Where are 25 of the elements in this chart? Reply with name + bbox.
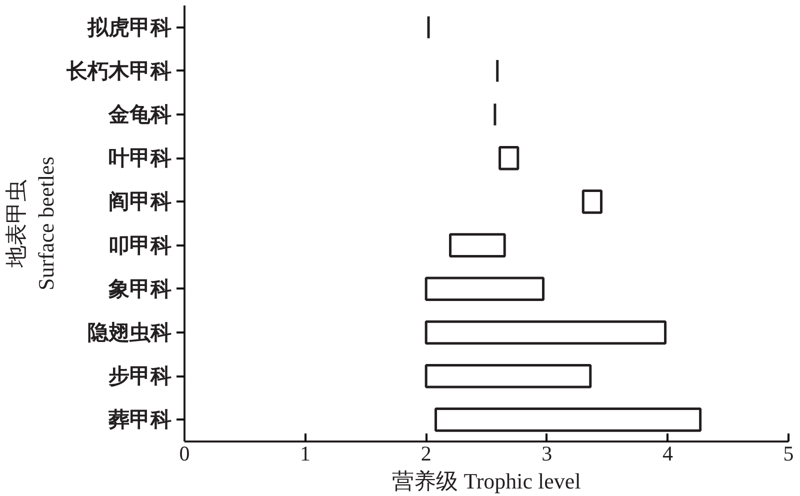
x-axis-title: 营养级 Trophic level	[392, 468, 581, 494]
x-tick-label: 5	[783, 442, 794, 466]
bar	[434, 408, 702, 432]
x-tick-label: 2	[420, 442, 432, 466]
y-tick-label: 象甲科	[108, 276, 172, 301]
y-tick-label: 长朽木甲科	[66, 58, 172, 83]
bar	[582, 190, 603, 214]
y-axis-title: 地表甲虫 Surface beetles	[4, 156, 58, 290]
x-tick-label: 3	[542, 442, 552, 466]
bar	[498, 146, 520, 170]
y-tick-label: 阎甲科	[108, 190, 172, 214]
bar	[424, 364, 592, 388]
bar	[424, 320, 667, 345]
x-tick-label: 4	[662, 442, 674, 466]
y-tick-label: 叩甲科	[108, 233, 172, 258]
y-tick-label: 葬甲科	[108, 408, 172, 432]
bar	[424, 276, 545, 302]
bar	[449, 233, 506, 258]
x-tick-label: 0	[179, 442, 190, 466]
y-tick-label: 叶甲科	[108, 146, 172, 170]
y-tick-label: 拟虎甲科	[86, 15, 172, 40]
x-tick-label: 1	[300, 442, 311, 466]
y-tick-label: 隐翅虫科	[88, 320, 172, 344]
y-tick-label: 步甲科	[108, 364, 172, 388]
y-tick-label: 金龟科	[108, 102, 172, 126]
